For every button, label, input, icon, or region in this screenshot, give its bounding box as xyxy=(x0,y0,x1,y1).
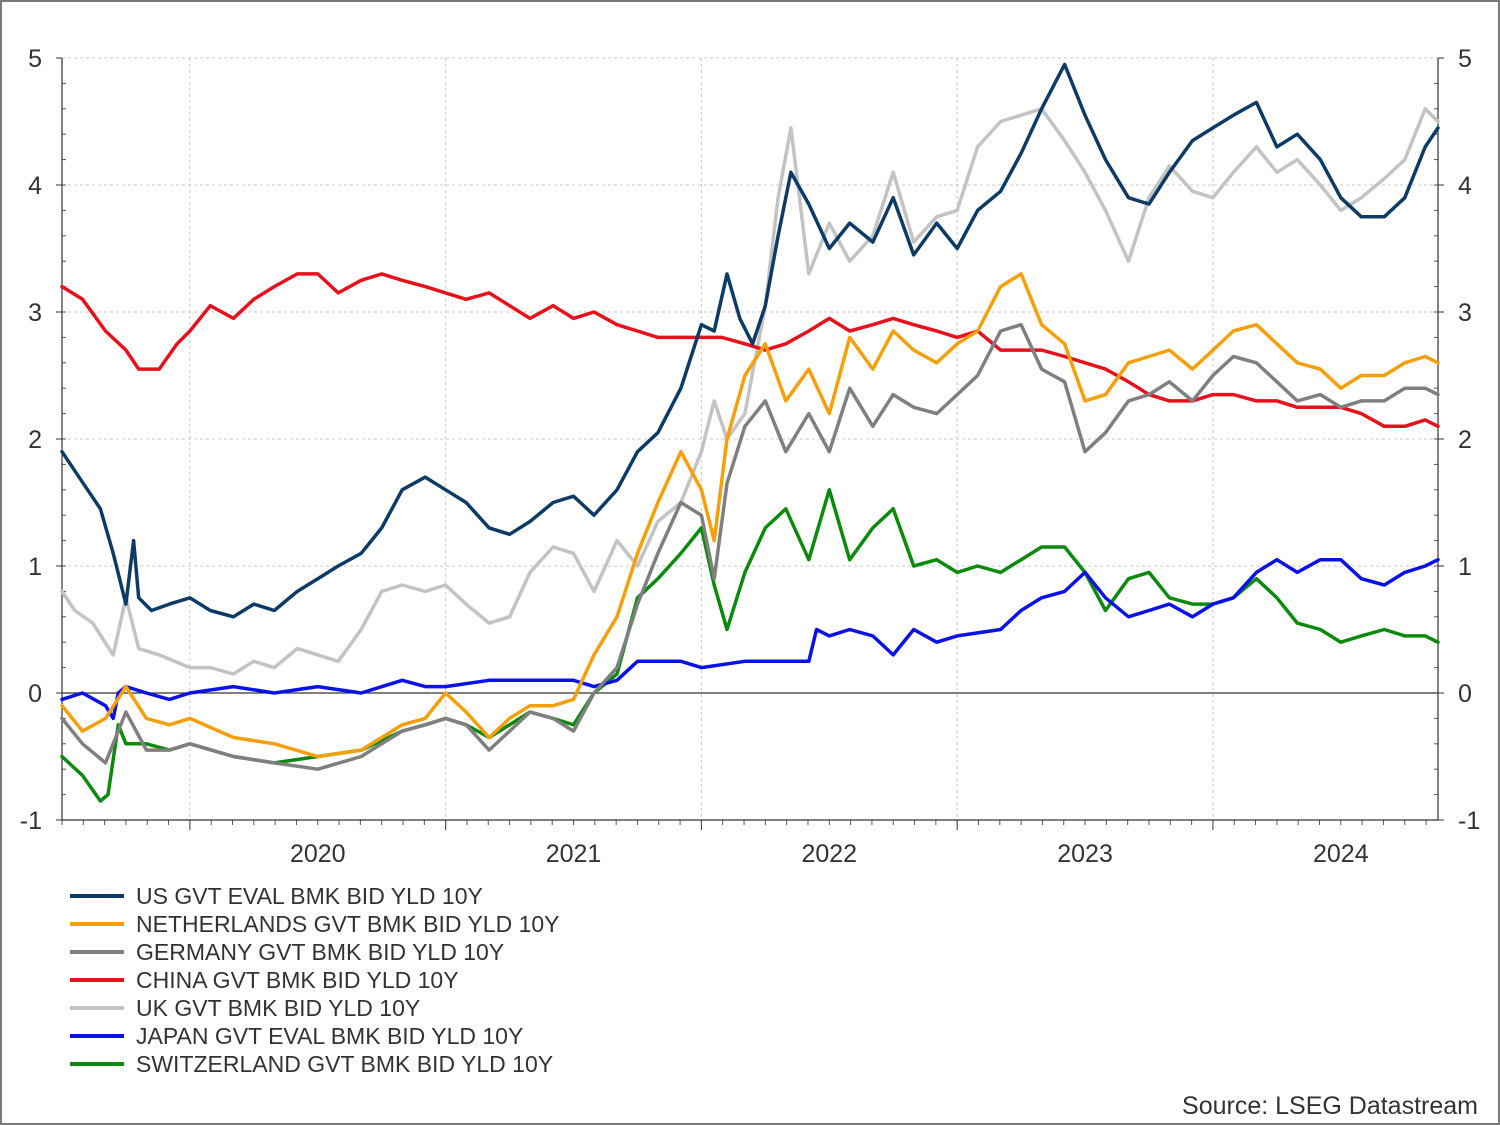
series-line-3 xyxy=(60,322,1440,771)
x-tick-label: 2021 xyxy=(546,840,602,868)
legend-entry: UK GVT BMK BID YLD 10Y xyxy=(136,995,420,1021)
legend-entry: GERMANY GVT BMK BID YLD 10Y xyxy=(136,939,504,965)
x-tick-label: 2023 xyxy=(1057,840,1113,868)
y-tick-label-right: 1 xyxy=(1458,553,1472,581)
series-line-7 xyxy=(60,488,1440,803)
y-tick-label-right: -1 xyxy=(1458,807,1480,835)
series-line-2 xyxy=(60,272,1440,759)
series-lines xyxy=(60,62,1440,803)
y-tick-label-left: 4 xyxy=(28,172,42,200)
series-line-6 xyxy=(60,557,1440,721)
y-tick-label-left: 1 xyxy=(28,553,42,581)
y-tick-label-right: 3 xyxy=(1458,299,1472,327)
y-tick-label-right: 4 xyxy=(1458,172,1472,200)
series-line-1 xyxy=(60,62,1440,619)
y-tick-label-left: 3 xyxy=(28,299,42,327)
legend-entry: NETHERLANDS GVT BMK BID YLD 10Y xyxy=(136,911,560,937)
series-line-5 xyxy=(60,107,1440,676)
legend-entry: US GVT EVAL BMK BID YLD 10Y xyxy=(136,883,483,909)
x-tick-label: 2024 xyxy=(1313,840,1369,868)
x-tick-label: 2022 xyxy=(801,840,857,868)
axes: -1 -1 0 0 1 1 2 2 3 3 4 4 5 5 2020 2021 2022 2023 2024 xyxy=(20,45,1480,868)
source-note: Source: LSEG Datastream xyxy=(1182,1092,1478,1120)
y-tick-label-left: 5 xyxy=(28,45,42,73)
y-tick-label-left: 0 xyxy=(28,680,42,708)
grid xyxy=(62,57,1438,820)
series-line-4 xyxy=(60,272,1440,429)
legend-entry: JAPAN GVT EVAL BMK BID YLD 10Y xyxy=(136,1023,523,1049)
x-tick-label: 2020 xyxy=(290,840,346,868)
legend-entry: SWITZERLAND GVT BMK BID YLD 10Y xyxy=(136,1051,553,1077)
y-tick-label-left: -1 xyxy=(20,807,42,835)
legend-entry: CHINA GVT BMK BID YLD 10Y xyxy=(136,967,459,993)
y-tick-label-right: 2 xyxy=(1458,426,1472,454)
y-tick-label-left: 2 xyxy=(28,426,42,454)
y-tick-label-right: 5 xyxy=(1458,45,1472,73)
y-tick-label-right: 0 xyxy=(1458,680,1472,708)
